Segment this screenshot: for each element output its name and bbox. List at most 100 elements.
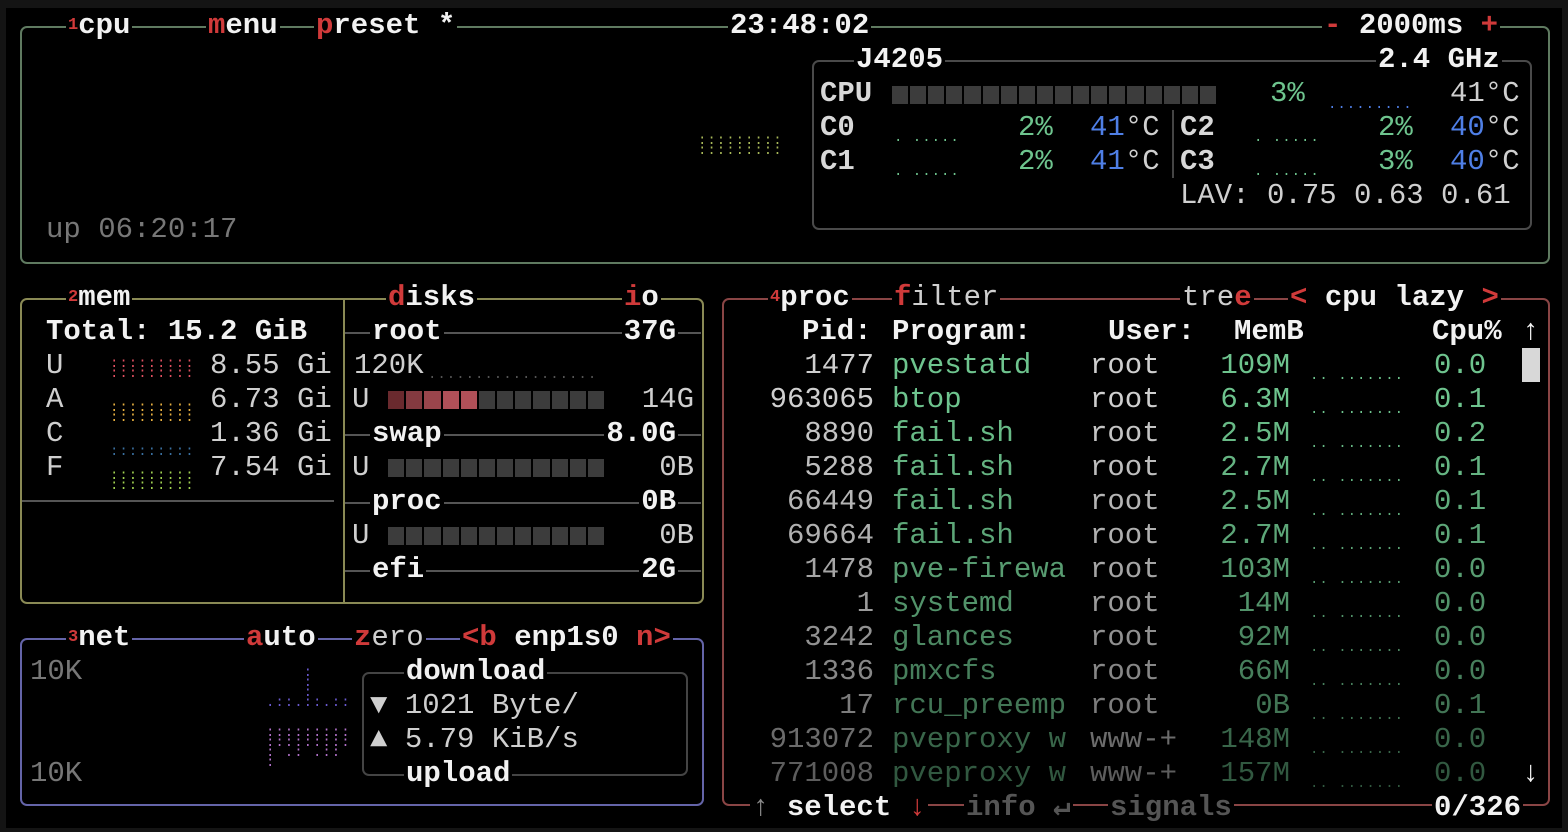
core-divider [1172, 110, 1174, 178]
cpu-model: J4205 [854, 43, 946, 77]
filter-button[interactable]: filter [892, 281, 1001, 315]
upload-arrow-icon: ▲ [370, 723, 388, 756]
download-label: download [404, 655, 548, 689]
core-temp-unit: °C [1484, 111, 1520, 144]
table-row[interactable]: 5288 fail.sh root 2.7M .. ....... 0.1 [724, 451, 1514, 485]
info-button[interactable]: info ↵ [964, 791, 1073, 825]
auto-toggle[interactable]: auto [244, 621, 318, 655]
hotkey: z [354, 621, 372, 654]
meter-segment [424, 459, 441, 477]
disk-used-value: 0B [659, 519, 694, 552]
cpu-total-percent: 3% [1270, 77, 1305, 110]
pid: 913072 [769, 723, 874, 756]
increase-interval-button[interactable]: + [1480, 9, 1499, 42]
program: glances [892, 621, 1014, 654]
user: root [1090, 451, 1160, 484]
sort-label: cpu lazy [1324, 281, 1465, 314]
cpu-title[interactable]: 1cpu [66, 9, 133, 43]
zero-toggle[interactable]: zero [352, 621, 426, 655]
program: fail.sh [892, 519, 1014, 552]
signals-button[interactable]: signals [1108, 791, 1234, 825]
meter-segment [442, 459, 459, 477]
mem-row-graph: :::::::::::::::::: [110, 356, 195, 382]
menu-label: enu [225, 9, 278, 42]
table-row[interactable]: 17 rcu_preemp root 0B .. ....... 0.1 [724, 689, 1514, 723]
upload-graph: ::::::::::::::::::: .: .::: [266, 725, 351, 771]
col-mem[interactable]: MemB [1234, 315, 1304, 348]
interval-value: 2000ms [1358, 9, 1464, 42]
hotkey: f [894, 281, 912, 314]
upload-label: upload [404, 757, 513, 791]
mem-total: Total: 15.2 GiB [46, 315, 308, 348]
scroll-down-icon[interactable]: ↓ [1522, 757, 1540, 790]
meter-segment [910, 86, 927, 104]
meter-segment [1199, 86, 1216, 104]
cpu-graph: .. ....... [1310, 572, 1405, 588]
cpu-graph: .. ....... [1310, 776, 1405, 792]
meter-segment [946, 86, 963, 104]
meter-segment [478, 391, 496, 409]
table-row[interactable]: 69664 fail.sh root 2.7M .. ....... 0.1 [724, 519, 1514, 553]
table-row[interactable]: 66449 fail.sh root 2.5M .. ....... 0.1 [724, 485, 1514, 519]
sort-prev-button[interactable]: < [1290, 281, 1308, 314]
process-count: 0/326 [1432, 791, 1524, 825]
pid: 1478 [804, 553, 874, 586]
col-user[interactable]: User: [1108, 315, 1196, 348]
scroll-up-icon[interactable]: ↑ [1522, 315, 1540, 348]
core-percent: 2% [1378, 111, 1413, 144]
col-pid[interactable]: Pid: [802, 315, 872, 348]
preset-label: reset * [333, 9, 456, 42]
core-percent: 2% [1018, 145, 1053, 178]
upload-rate: 5.79 KiB/s [404, 723, 579, 756]
core-graph: . ..... [1254, 130, 1320, 146]
cpu-graph: :::::::::::::::::: [698, 133, 783, 159]
table-row[interactable]: 963065 btop root 6.3M .. ....... 0.1 [724, 383, 1514, 417]
core-temp: 41°C [1090, 145, 1160, 179]
pid: 5288 [804, 451, 874, 484]
meter-segment [587, 459, 605, 477]
cpu: 0.0 [1434, 757, 1487, 790]
meter-segment [1054, 86, 1072, 104]
decrease-interval-button[interactable]: - [1324, 9, 1342, 42]
table-row[interactable]: 1478 pve-firewa root 103M .. ....... 0.0 [724, 553, 1514, 587]
pid: 17 [839, 689, 874, 722]
core-percent: 2% [1018, 111, 1053, 144]
program: fail.sh [892, 451, 1014, 484]
program: rcu_preemp [892, 689, 1067, 722]
cpu: 0.1 [1434, 485, 1487, 518]
up-arrow-icon: ↑ [752, 791, 770, 824]
menu-button[interactable]: menu [206, 9, 280, 43]
table-row[interactable]: 1336 pmxcfs root 66M .. ....... 0.0 [724, 655, 1514, 689]
table-row[interactable]: 1477 pvestatd root 109M .. ....... 0.0 [724, 349, 1514, 383]
table-row[interactable]: 3242 glances root 92M .. ....... 0.0 [724, 621, 1514, 655]
proc-title: 4proc [768, 281, 852, 315]
prev-interface-button[interactable]: <b [462, 621, 497, 654]
preset-button[interactable]: preset * [314, 9, 458, 43]
pid: 771008 [769, 757, 874, 790]
hotkey: d [388, 281, 406, 314]
select-control[interactable]: ↑ select ↓ [750, 791, 929, 825]
program: pveproxy w [892, 757, 1067, 790]
scrollbar-thumb[interactable] [1522, 348, 1540, 382]
table-row[interactable]: 913072 pveproxy w www-+ 148M .. ....... 0.0 [724, 723, 1514, 757]
table-row[interactable]: 1 systemd root 14M .. ....... 0.0 [724, 587, 1514, 621]
col-program[interactable]: Program: [892, 315, 1032, 348]
meter-segment [569, 527, 586, 545]
net-scale-bottom: 10K [30, 757, 83, 790]
table-row[interactable]: 8890 fail.sh root 2.5M .. ....... 0.2 [724, 417, 1514, 451]
table-row[interactable]: 771008 pveproxy w www-+ 157M .. ....... 0.0 [724, 757, 1514, 791]
zero-label: ero [371, 621, 424, 654]
disk-used-value: 14G [641, 383, 694, 416]
mem-title: 2mem [66, 281, 133, 315]
sort-next-button[interactable]: > [1481, 281, 1499, 314]
mem-divider [22, 500, 334, 502]
tree-toggle[interactable]: tree [1180, 281, 1254, 315]
core-temp-unit: °C [1124, 145, 1160, 178]
cpu-graph: .. ....... [1310, 674, 1405, 690]
next-interface-button[interactable]: n> [636, 621, 671, 654]
mem: 148M [1220, 723, 1290, 756]
disks-title[interactable]: disks [386, 281, 478, 315]
col-cpu[interactable]: Cpu% [1432, 315, 1502, 348]
io-toggle[interactable]: io [622, 281, 661, 315]
meter-segment [478, 459, 496, 477]
